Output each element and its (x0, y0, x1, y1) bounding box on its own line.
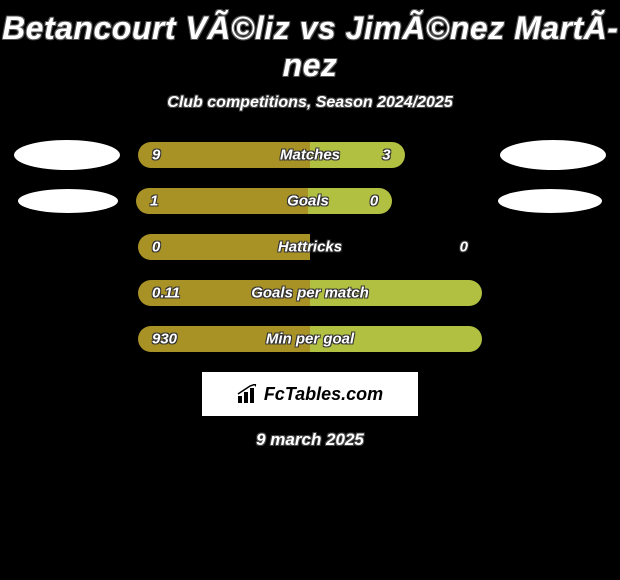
stats-area: 9 3 Matches 1 0 Goals 0 0 Hattricks 0.11 Goals per… (0, 142, 620, 352)
stat-bar: 930 Min per goal (138, 326, 482, 352)
stat-bar: 0 0 Hattricks (138, 234, 482, 260)
stat-left-value: 930 (152, 331, 177, 348)
stat-row: 9 3 Matches (0, 142, 620, 168)
stat-right-value: 0 (460, 239, 468, 256)
player-left-avatar (14, 140, 120, 170)
stat-label: Goals (287, 193, 329, 210)
stat-row: 0 0 Hattricks (0, 234, 620, 260)
logo-box: FcTables.com (202, 372, 418, 416)
player-right-avatar (498, 189, 602, 213)
logo-text: FcTables.com (264, 384, 383, 405)
date-label: 9 march 2025 (0, 430, 620, 450)
stat-row: 1 0 Goals (0, 188, 620, 214)
player-left-avatar (18, 189, 118, 213)
stat-left-value: 0 (152, 239, 160, 256)
chart-icon (237, 384, 261, 404)
stat-label: Matches (280, 147, 340, 164)
stat-label: Goals per match (251, 285, 369, 302)
page-title: Betancourt VÃ©liz vs JimÃ©nez MartÃ­nez (0, 4, 620, 94)
stat-bar: 0.11 Goals per match (138, 280, 482, 306)
stat-left-value: 9 (152, 147, 160, 164)
stat-bar: 1 0 Goals (136, 188, 480, 214)
comparison-infographic: Betancourt VÃ©liz vs JimÃ©nez MartÃ­nez … (0, 0, 620, 450)
player-right-avatar (500, 140, 606, 170)
stat-bar: 9 3 Matches (138, 142, 482, 168)
stat-right-value: 0 (370, 193, 378, 210)
stat-label: Min per goal (266, 331, 354, 348)
stat-row: 930 Min per goal (0, 326, 620, 352)
stat-row: 0.11 Goals per match (0, 280, 620, 306)
page-subtitle: Club competitions, Season 2024/2025 (0, 94, 620, 142)
stat-right-value: 3 (382, 147, 390, 164)
stat-left-value: 1 (150, 193, 158, 210)
stat-label: Hattricks (278, 239, 342, 256)
stat-left-value: 0.11 (152, 285, 180, 302)
